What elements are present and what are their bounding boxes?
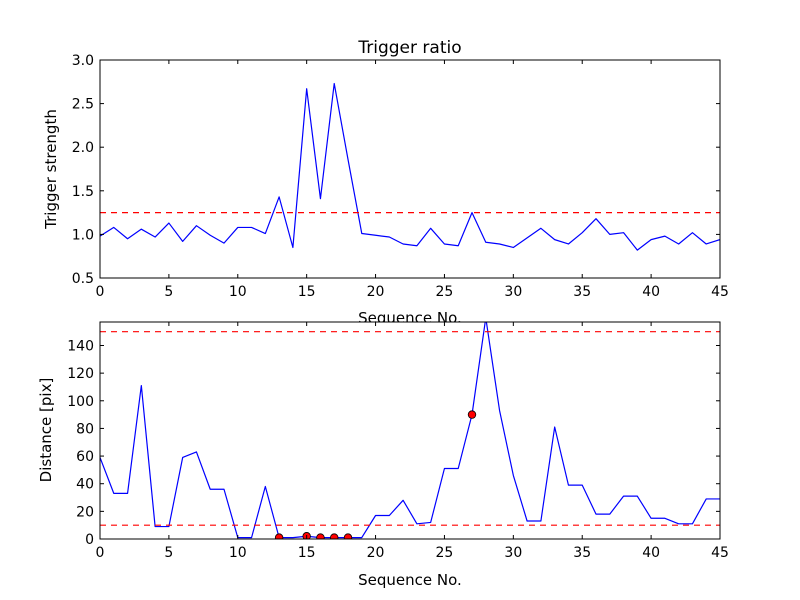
y-tick-label: 0.5 <box>72 271 94 287</box>
x-tick-label: 45 <box>711 284 729 300</box>
y-axis-label: Trigger strength <box>42 109 60 230</box>
y-tick-label: 2.0 <box>72 140 94 156</box>
y-tick-label: 120 <box>67 366 94 382</box>
series-line <box>100 322 720 539</box>
data-point-marker <box>343 533 353 539</box>
y-tick-label: 0 <box>85 532 94 548</box>
x-tick-label: 0 <box>96 545 105 561</box>
y-tick-label: 80 <box>76 421 94 437</box>
plot-frame <box>99 321 721 540</box>
x-tick-label: 30 <box>504 545 522 561</box>
x-tick-label: 15 <box>298 284 316 300</box>
x-tick-label: 25 <box>436 284 454 300</box>
x-tick-label: 40 <box>642 545 660 561</box>
plot-area <box>100 322 720 539</box>
x-tick-label: 5 <box>164 545 173 561</box>
x-tick-label: 5 <box>164 284 173 300</box>
x-tick-label: 15 <box>298 545 316 561</box>
trigger-ratio-chart: Trigger ratio 0 5 10 15 20 25 30 35 40 45 0.5 1.0 1.… <box>42 38 729 327</box>
series-line <box>100 82 720 251</box>
y-tick-label: 2.5 <box>72 97 94 113</box>
x-tick-label: 10 <box>229 545 247 561</box>
y-tick-label: 140 <box>67 338 94 354</box>
y-tick-label: 20 <box>76 504 94 520</box>
x-tick-label: 25 <box>436 545 454 561</box>
x-tick-label: 35 <box>573 284 591 300</box>
y-tick-label: 100 <box>67 394 94 410</box>
plot-area <box>100 60 720 278</box>
x-tick-label: 40 <box>642 284 660 300</box>
y-tick-label: 40 <box>76 477 94 493</box>
plot-frame <box>99 59 721 279</box>
x-tick-label: 10 <box>229 284 247 300</box>
chart-title: Trigger ratio <box>357 38 461 58</box>
data-point-marker <box>316 533 325 539</box>
y-tick-label: 60 <box>76 449 94 465</box>
x-axis-label: Sequence No. <box>358 571 462 589</box>
x-tick-label: 45 <box>711 545 729 561</box>
y-tick-label: 3.0 <box>72 53 94 69</box>
x-tick-label: 20 <box>367 284 385 300</box>
data-point-marker <box>274 533 284 539</box>
x-tick-label: 30 <box>504 284 522 300</box>
data-point-marker <box>467 410 477 419</box>
y-tick-label: 1.5 <box>72 184 94 200</box>
distance-chart: 0 5 10 15 20 25 30 35 40 45 0 20 40 60 80 100 120 140 Seq… <box>37 321 729 589</box>
x-tick-label: 0 <box>96 284 105 300</box>
x-tick-label: 20 <box>367 545 385 561</box>
y-axis-label: Distance [pix] <box>37 378 55 483</box>
data-point-marker <box>330 533 339 539</box>
y-tick-label: 1.0 <box>72 227 94 243</box>
x-tick-label: 35 <box>573 545 591 561</box>
